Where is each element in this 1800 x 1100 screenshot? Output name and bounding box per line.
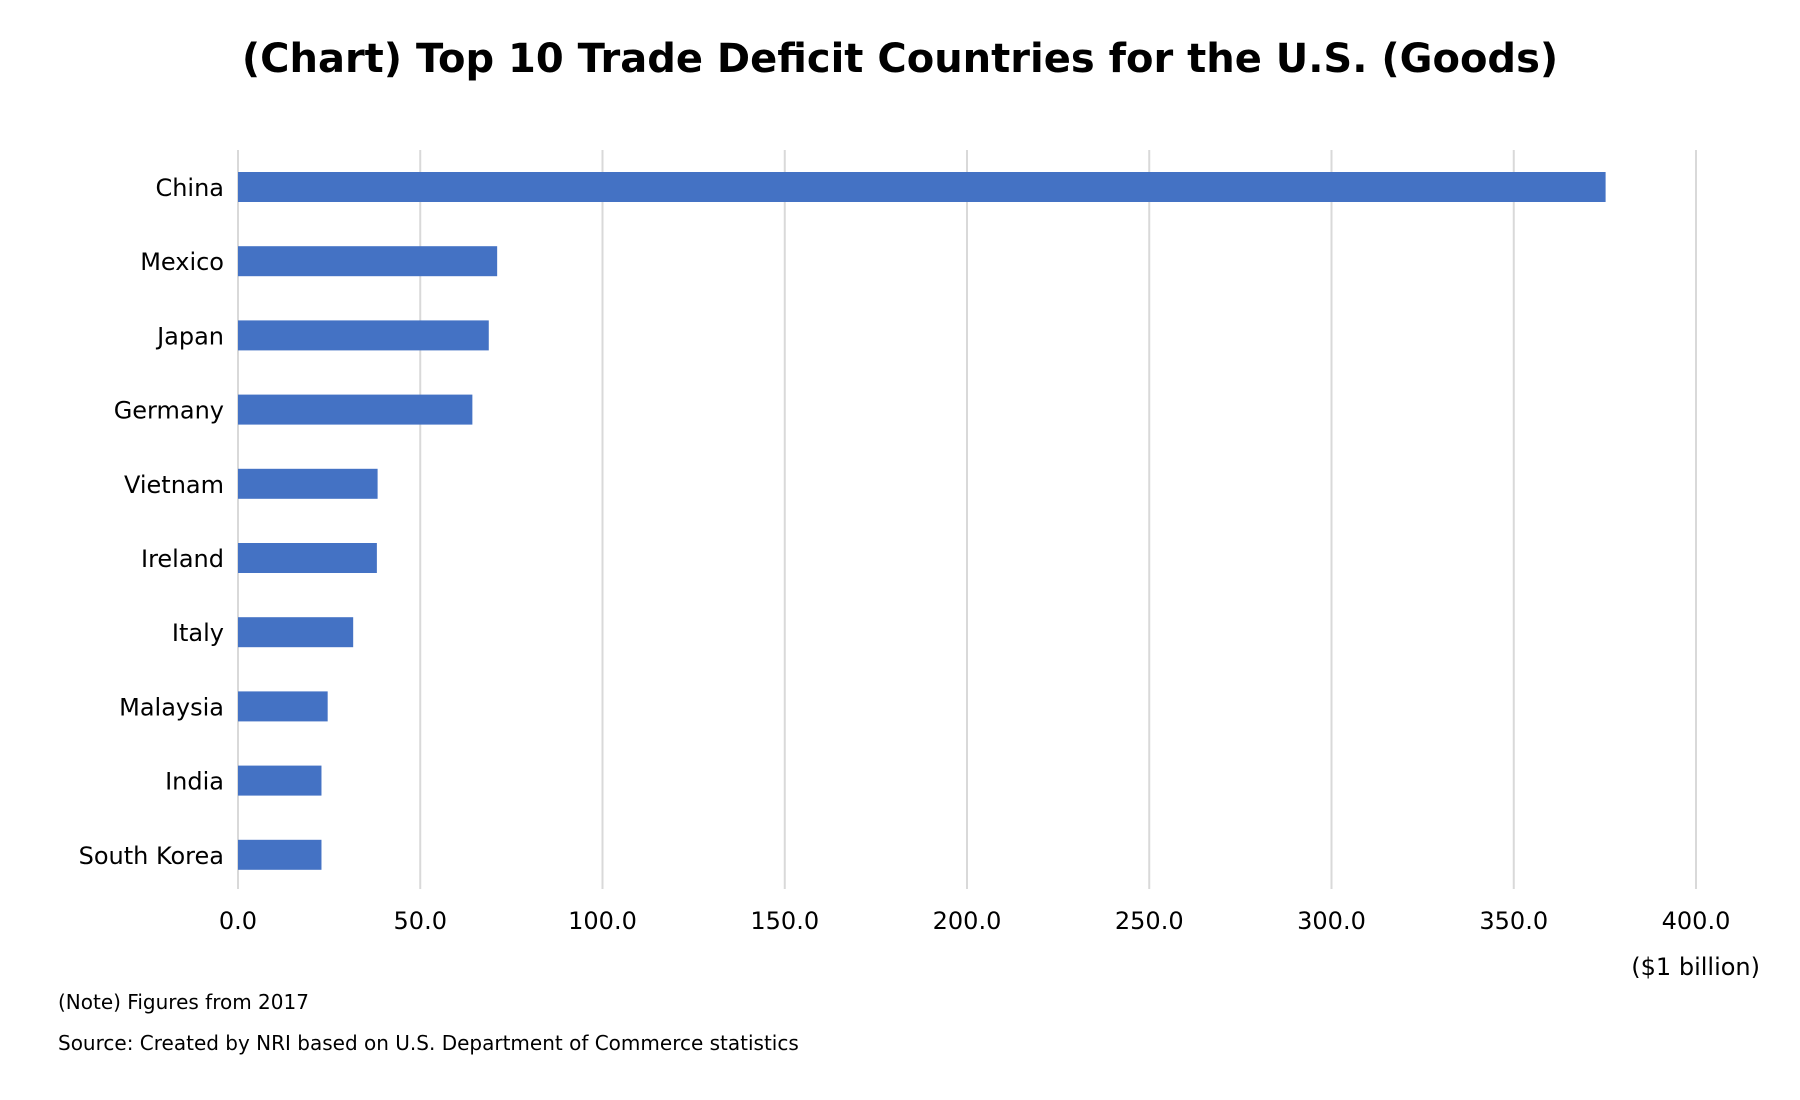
- chart-source: Source: Created by NRI based on U.S. Dep…: [58, 1031, 799, 1055]
- x-tick-label: 200.0: [933, 907, 1002, 935]
- y-tick-label: China: [155, 174, 224, 202]
- bar-malaysia: [238, 691, 328, 722]
- bar-japan: [238, 320, 489, 351]
- chart-note: (Note) Figures from 2017: [58, 990, 309, 1014]
- chart-title: (Chart) Top 10 Trade Deficit Countries f…: [241, 36, 1559, 82]
- bar-germany: [238, 394, 473, 425]
- bar-ireland: [238, 543, 377, 573]
- bar-italy: [238, 617, 354, 648]
- bar-vietnam: [238, 468, 378, 499]
- y-tick-label: Italy: [172, 619, 224, 647]
- x-tick-label: 400.0: [1662, 907, 1731, 935]
- bar-india: [238, 765, 322, 796]
- x-tick-label: 0.0: [219, 907, 257, 935]
- y-tick-label: Vietnam: [124, 471, 224, 499]
- y-tick-label: Japan: [155, 322, 224, 350]
- y-tick-label: Malaysia: [119, 693, 224, 721]
- y-tick-label: Ireland: [141, 545, 224, 573]
- y-tick-label: Mexico: [140, 248, 224, 276]
- x-tick-label: 300.0: [1297, 907, 1366, 935]
- y-tick-label: Germany: [114, 397, 224, 425]
- x-tick-label: 350.0: [1479, 907, 1548, 935]
- unit-label: ($1 billion): [1631, 953, 1760, 981]
- x-tick-label: 250.0: [1115, 907, 1184, 935]
- x-tick-label: 150.0: [750, 907, 819, 935]
- bar-south-korea: [238, 839, 322, 870]
- bar-mexico: [238, 246, 498, 277]
- x-tick-label: 50.0: [394, 907, 447, 935]
- x-tick-label: 100.0: [568, 907, 637, 935]
- bar-china: [238, 172, 1606, 202]
- y-tick-label: India: [165, 768, 224, 796]
- y-tick-label: South Korea: [79, 842, 224, 870]
